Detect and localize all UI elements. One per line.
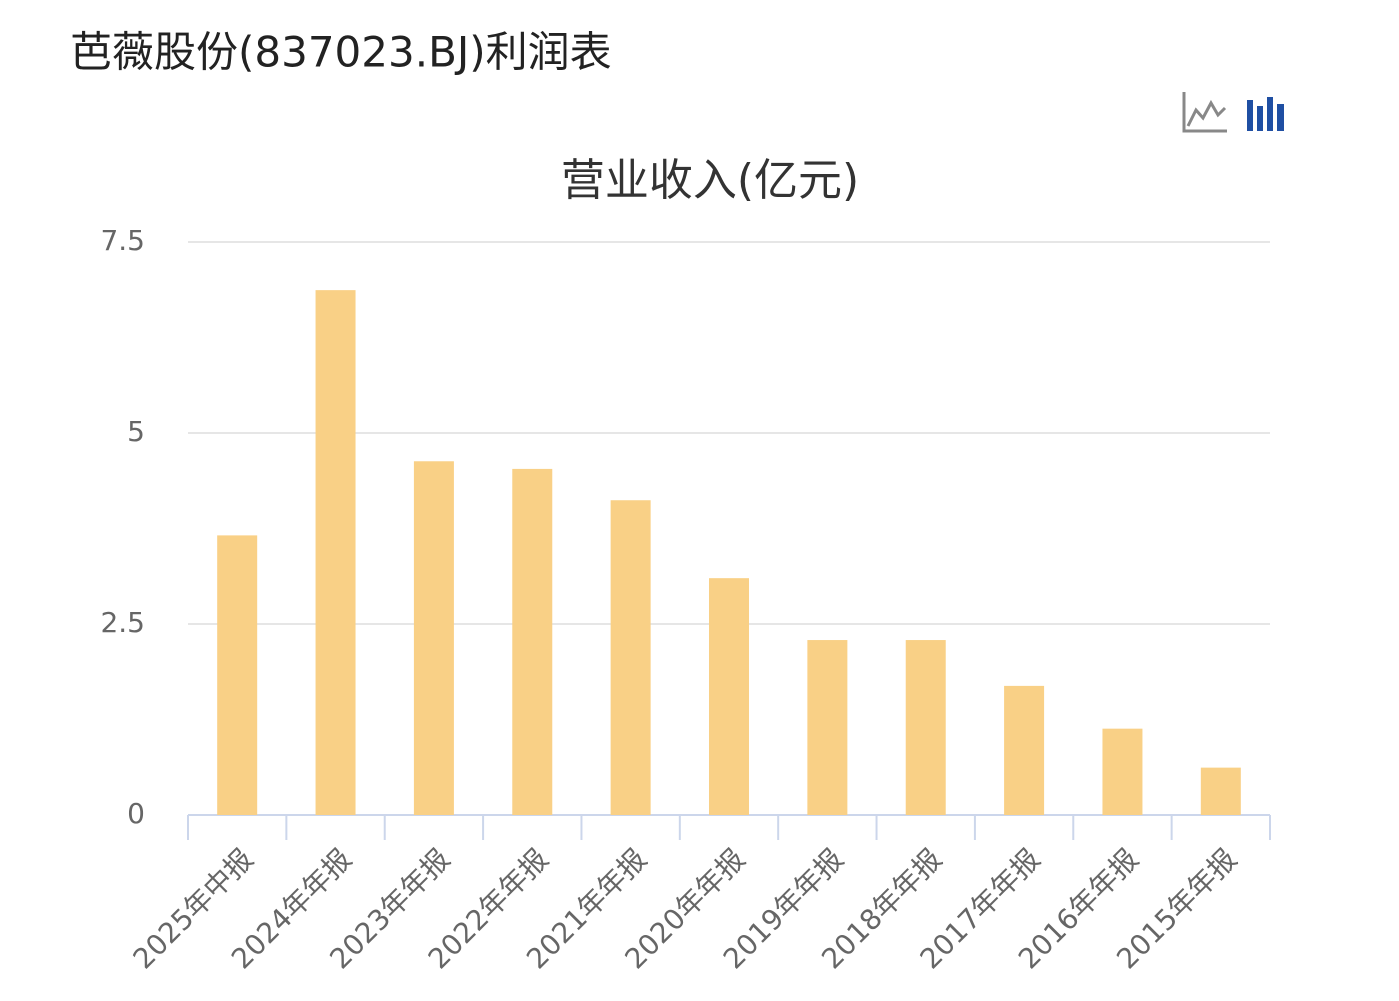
page-title: 芭薇股份(837023.BJ)利润表 bbox=[70, 28, 612, 77]
line-chart-icon[interactable] bbox=[1182, 92, 1227, 133]
bar-icon-bar bbox=[1247, 100, 1253, 131]
bar bbox=[610, 500, 651, 815]
bar bbox=[413, 461, 454, 815]
bar bbox=[315, 290, 356, 816]
bar bbox=[807, 640, 848, 815]
y-tick-label: 5 bbox=[127, 415, 145, 448]
bar bbox=[709, 578, 749, 815]
line-icon-axis bbox=[1182, 92, 1227, 133]
y-tick-label: 0 bbox=[127, 797, 145, 830]
bar-chart-icon[interactable] bbox=[1247, 97, 1284, 131]
bar bbox=[217, 535, 258, 815]
bar-icon-bar bbox=[1277, 104, 1284, 131]
chart-title: 营业收入(亿元) bbox=[561, 155, 859, 206]
line-icon-line bbox=[1186, 99, 1227, 127]
bar-icon-bar bbox=[1257, 106, 1263, 131]
bar bbox=[1102, 728, 1143, 815]
bar bbox=[905, 640, 946, 815]
bar bbox=[1200, 767, 1241, 815]
y-tick-label: 7.5 bbox=[100, 224, 145, 257]
bar-icon-bar bbox=[1267, 97, 1273, 131]
bar bbox=[512, 468, 553, 815]
y-tick-label: 2.5 bbox=[100, 606, 145, 639]
bar bbox=[1004, 685, 1045, 815]
